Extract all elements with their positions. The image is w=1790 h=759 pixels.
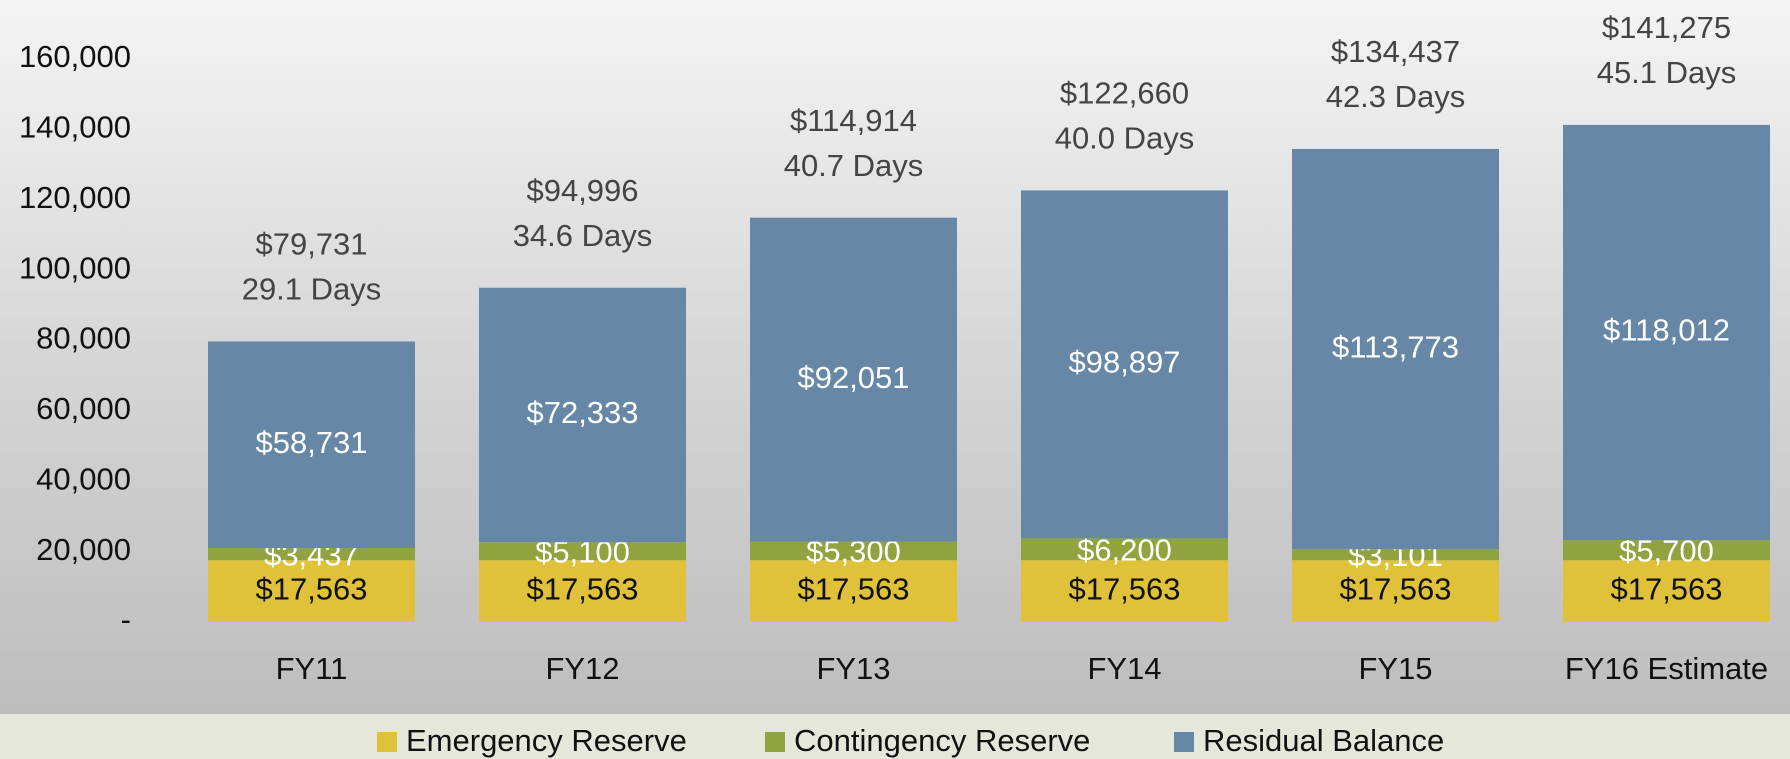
legend-label: Residual Balance	[1203, 723, 1444, 758]
value-label: $72,333	[526, 395, 638, 430]
value-label: $98,897	[1068, 345, 1180, 380]
days-label: 45.1 Days	[1597, 55, 1737, 90]
value-label: $113,773	[1332, 329, 1459, 364]
value-label: $17,563	[1068, 571, 1180, 606]
y-tick-label: 140,000	[19, 110, 131, 145]
x-tick-label: FY16 Estimate	[1565, 651, 1768, 686]
x-tick-label: FY15	[1358, 651, 1432, 686]
legend-swatch	[377, 732, 397, 752]
y-tick-label: 60,000	[36, 391, 131, 426]
y-tick-label: 100,000	[19, 250, 131, 285]
y-tick-label: 120,000	[19, 180, 131, 215]
x-tick-label: FY12	[545, 651, 619, 686]
y-tick-label: 40,000	[36, 461, 131, 496]
days-label: 34.6 Days	[513, 218, 653, 253]
value-label: $17,563	[1610, 571, 1722, 606]
y-tick-label: 20,000	[36, 532, 131, 567]
days-label: 42.3 Days	[1326, 79, 1466, 114]
y-tick-label: 80,000	[36, 321, 131, 356]
legend-label: Contingency Reserve	[794, 723, 1090, 758]
y-tick-label: -	[121, 602, 131, 637]
value-label: $17,563	[255, 571, 367, 606]
total-label: $79,731	[255, 227, 367, 262]
legend-swatch	[765, 732, 785, 752]
value-label: $92,051	[797, 360, 909, 395]
y-tick-label: 160,000	[19, 39, 131, 74]
total-label: $94,996	[526, 173, 638, 208]
total-label: $141,275	[1602, 10, 1731, 45]
value-label: $17,563	[526, 571, 638, 606]
chart: - 20,000 40,000 60,000 80,000 100,000 120,000 1…	[0, 0, 1790, 759]
days-label: 40.7 Days	[784, 148, 924, 183]
days-label: 29.1 Days	[242, 272, 382, 307]
value-label: $17,563	[797, 571, 909, 606]
value-label: $17,563	[1339, 571, 1451, 606]
total-label: $122,660	[1060, 76, 1189, 111]
x-tick-label: FY13	[816, 651, 890, 686]
total-label: $134,437	[1331, 34, 1460, 69]
total-label: $114,914	[790, 103, 917, 138]
value-label: $118,012	[1603, 313, 1730, 348]
x-tick-label: FY14	[1087, 651, 1161, 686]
legend-swatch	[1174, 732, 1194, 752]
value-label: $58,731	[255, 425, 367, 460]
legend-label: Emergency Reserve	[406, 723, 687, 758]
x-tick-label: FY11	[276, 651, 348, 686]
days-label: 40.0 Days	[1055, 121, 1195, 156]
